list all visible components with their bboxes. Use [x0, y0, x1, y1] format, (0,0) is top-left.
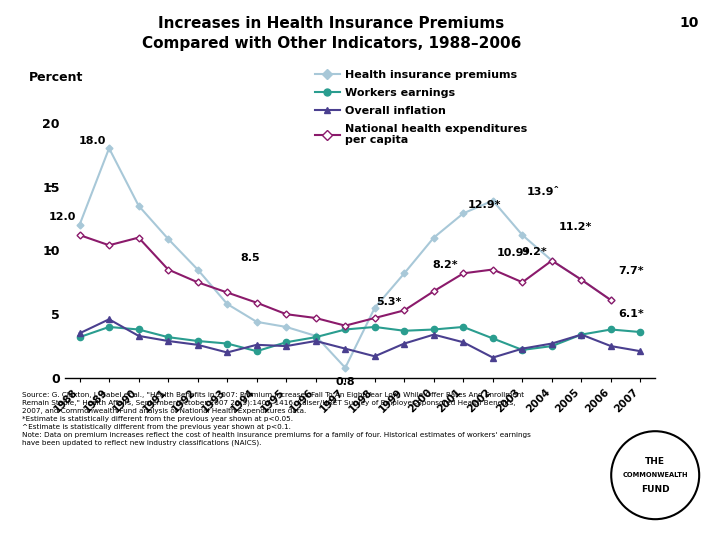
Text: Increases in Health Insurance Premiums
Compared with Other Indicators, 1988–2006: Increases in Health Insurance Premiums C…	[142, 16, 521, 51]
Text: 18.0: 18.0	[78, 136, 106, 146]
Text: 10: 10	[679, 16, 698, 30]
Legend: Health insurance premiums, Workers earnings, Overall inflation, National health : Health insurance premiums, Workers earni…	[315, 70, 528, 145]
Text: 8.5: 8.5	[240, 253, 259, 264]
Text: 6.1*: 6.1*	[618, 309, 644, 319]
Text: 0.8: 0.8	[336, 377, 355, 387]
Text: 5.3*: 5.3*	[377, 297, 402, 307]
Text: 12.0: 12.0	[49, 212, 76, 221]
Text: 12.9*: 12.9*	[467, 200, 501, 210]
Text: 8.2*: 8.2*	[433, 260, 459, 270]
Text: THE: THE	[645, 457, 665, 465]
Text: Source: G. Claxton, J. Gabel et al., "Health Benefits in 2007: Premium Increases: Source: G. Claxton, J. Gabel et al., "He…	[22, 392, 531, 447]
Text: 13.9ˆ: 13.9ˆ	[526, 187, 559, 197]
Text: –: –	[48, 244, 54, 257]
Text: 11.2*: 11.2*	[559, 222, 592, 232]
Text: 10.9*: 10.9*	[497, 248, 531, 258]
Text: COMMONWEALTH: COMMONWEALTH	[622, 472, 688, 478]
Text: FUND: FUND	[641, 485, 670, 494]
Text: 7.7*: 7.7*	[618, 266, 644, 276]
Text: –: –	[48, 180, 54, 193]
Text: 9.2*: 9.2*	[521, 247, 547, 257]
Text: Percent: Percent	[29, 71, 84, 84]
